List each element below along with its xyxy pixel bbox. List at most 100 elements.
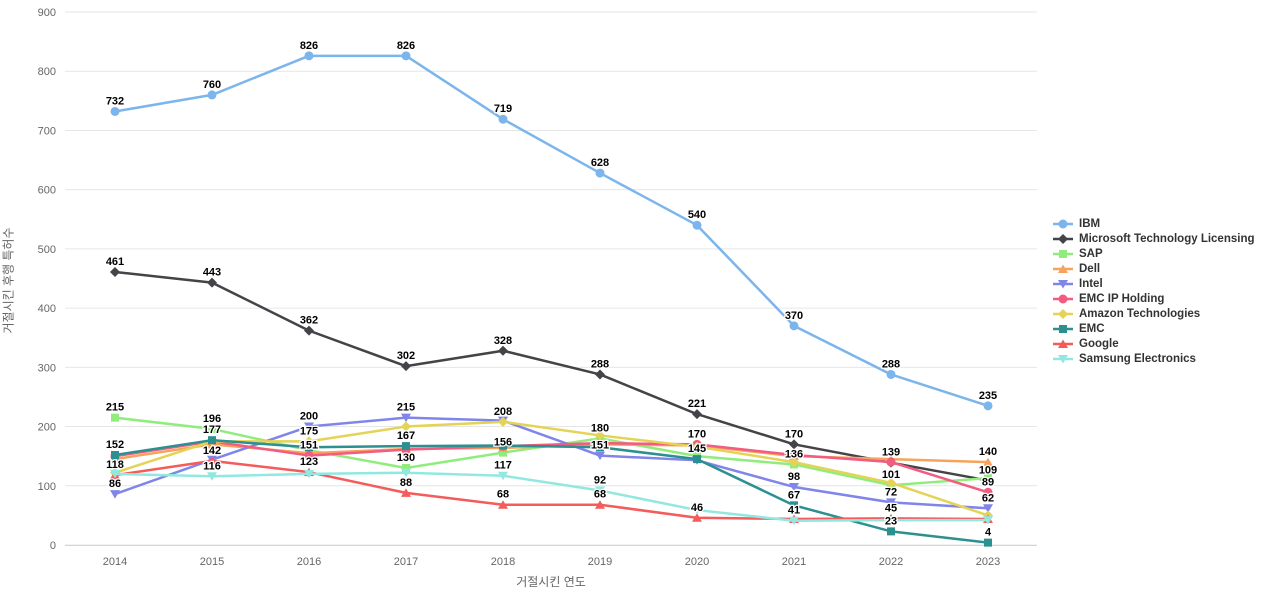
legend-label: Google <box>1079 338 1119 350</box>
data-point-label: 156 <box>494 437 512 449</box>
legend-label: IBM <box>1079 218 1101 230</box>
legend-label: Microsoft Technology Licensing <box>1079 233 1255 245</box>
data-point-label: 23 <box>885 515 897 527</box>
legend-label: SAP <box>1079 248 1103 260</box>
series-samsung-electronics <box>110 468 993 526</box>
data-point-marker <box>305 443 313 452</box>
data-point-label: 443 <box>203 267 221 279</box>
legend-label: EMC IP Holding <box>1079 293 1165 305</box>
data-point-marker <box>983 457 993 467</box>
data-point-label: 826 <box>300 40 318 52</box>
y-tick-label: 500 <box>38 244 56 256</box>
data-point-marker <box>401 468 411 478</box>
data-point-label: 152 <box>106 439 124 451</box>
data-point-label: 4 <box>985 527 992 539</box>
data-point-marker <box>207 90 217 100</box>
series-line <box>113 416 990 510</box>
x-tick-label: 2018 <box>491 556 515 568</box>
data-point-marker <box>983 401 993 411</box>
x-tick-label: 2021 <box>782 556 806 568</box>
data-point-marker <box>692 506 702 515</box>
series-ibm <box>110 51 993 411</box>
data-point-label: 170 <box>688 428 706 440</box>
x-axis-title: 거절시킨 연도 <box>516 575 586 589</box>
legend-item-samsung-electronics[interactable]: Samsung Electronics <box>1052 353 1255 365</box>
data-point-label: 46 <box>691 502 703 514</box>
data-point-label: 180 <box>591 422 609 434</box>
data-point-label: 117 <box>494 460 512 472</box>
data-point-label: 175 <box>300 425 318 437</box>
data-point-label: 140 <box>979 446 997 458</box>
data-point-marker <box>595 430 605 441</box>
diamond-legend-icon <box>1053 234 1073 244</box>
legend-item-sap[interactable]: SAP <box>1052 248 1255 260</box>
data-point-marker <box>1058 294 1068 304</box>
data-point-marker <box>1058 234 1068 244</box>
data-point-label: 177 <box>203 424 221 436</box>
legend-item-google[interactable]: Google <box>1052 338 1255 350</box>
data-point-label: 221 <box>688 398 706 410</box>
legend-item-emc-ip-holding[interactable]: EMC IP Holding <box>1052 293 1255 305</box>
y-tick-label: 400 <box>38 303 56 315</box>
legend-label: Amazon Technologies <box>1079 308 1201 320</box>
legend-item-microsoft-technology-licensing[interactable]: Microsoft Technology Licensing <box>1052 233 1255 245</box>
data-point-label: 98 <box>788 471 800 483</box>
legend-item-intel[interactable]: Intel <box>1052 278 1255 290</box>
x-tick-label: 2022 <box>879 556 903 568</box>
data-point-marker <box>498 345 508 356</box>
data-point-marker <box>789 439 799 450</box>
y-tick-label: 900 <box>38 7 56 19</box>
legend-item-amazon-technologies[interactable]: Amazon Technologies <box>1052 308 1255 320</box>
data-point-marker <box>304 451 314 461</box>
data-point-marker <box>595 486 605 496</box>
data-point-marker <box>790 501 798 510</box>
data-point-label: 719 <box>494 103 512 115</box>
x-tick-label: 2019 <box>588 556 612 568</box>
series-line <box>113 459 990 521</box>
y-tick-label: 100 <box>38 481 56 493</box>
x-tick-label: 2015 <box>200 556 224 568</box>
data-point-label: 62 <box>982 492 994 504</box>
data-point-label: 145 <box>688 443 706 455</box>
data-point-marker <box>789 457 799 468</box>
data-point-marker <box>1058 309 1068 319</box>
data-point-label: 142 <box>203 445 221 457</box>
data-point-marker <box>111 413 119 422</box>
triangle-legend-icon <box>1053 339 1073 348</box>
legend-item-emc[interactable]: EMC <box>1052 323 1255 335</box>
data-point-label: 116 <box>203 460 221 472</box>
data-point-marker <box>595 369 605 380</box>
series-emc <box>111 436 992 547</box>
series-microsoft-technology-licensing <box>110 266 993 486</box>
data-point-marker <box>1058 339 1068 348</box>
data-point-marker <box>692 441 702 452</box>
legend-item-dell[interactable]: Dell <box>1052 263 1255 275</box>
legend-label: Intel <box>1079 278 1103 290</box>
data-point-label: 45 <box>885 502 897 514</box>
data-point-label: 109 <box>979 464 997 476</box>
data-point-marker <box>110 469 120 479</box>
data-point-label: 732 <box>106 95 124 107</box>
series-google <box>110 456 993 523</box>
data-point-label: 88 <box>400 477 412 489</box>
series-sap <box>111 413 992 490</box>
data-point-marker <box>887 527 895 536</box>
data-point-label: 118 <box>106 459 124 471</box>
x-tick-label: 2017 <box>394 556 418 568</box>
data-point-label: 235 <box>979 390 997 402</box>
y-tick-label: 600 <box>38 185 56 197</box>
data-point-label: 760 <box>203 79 221 91</box>
y-tick-label: 700 <box>38 125 56 137</box>
data-point-marker <box>1058 355 1068 364</box>
series-line <box>113 420 990 517</box>
data-point-marker <box>595 500 605 509</box>
data-point-marker <box>499 441 507 450</box>
legend-item-ibm[interactable]: IBM <box>1052 218 1255 230</box>
square-legend-icon <box>1053 325 1073 333</box>
data-point-marker <box>596 443 604 452</box>
data-point-marker <box>207 277 217 288</box>
data-point-marker <box>692 513 702 522</box>
data-point-marker <box>401 51 411 61</box>
data-point-label: 167 <box>397 430 415 442</box>
